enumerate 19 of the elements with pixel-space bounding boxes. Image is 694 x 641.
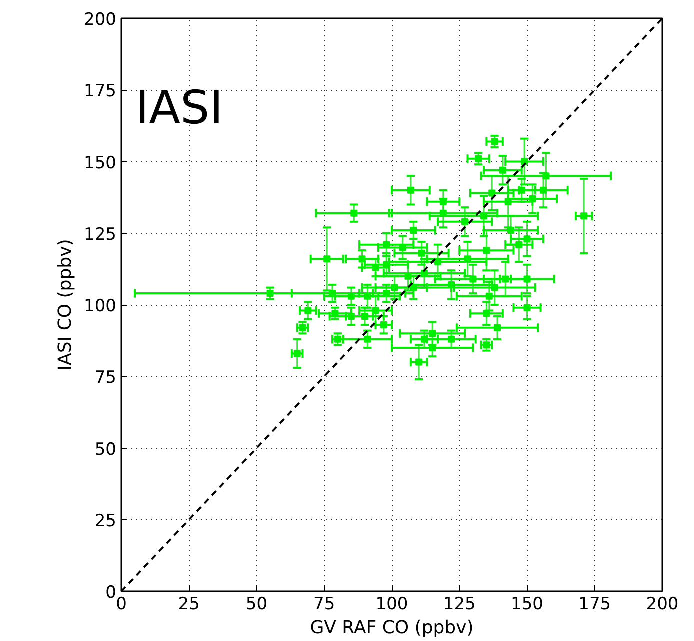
y-tick-label: 75 (94, 368, 117, 388)
y-tick-label: 200 (84, 10, 117, 30)
x-tick-label: 150 (511, 594, 544, 614)
x-tick-label: 175 (578, 594, 612, 614)
x-tick-label: 125 (443, 594, 476, 614)
annotation: IASI (136, 80, 224, 134)
x-tick-label: 25 (178, 594, 200, 614)
y-tick-label: 100 (84, 296, 117, 316)
y-tick-label: 25 (94, 511, 117, 532)
x-axis-title: GV RAF CO (ppbv) (310, 618, 474, 638)
x-tick-label: 75 (314, 594, 336, 614)
x-tick-label: 50 (246, 594, 268, 614)
y-tick-label: 125 (84, 224, 117, 245)
y-tick-label: 150 (84, 153, 117, 174)
x-tick-label: 200 (646, 594, 679, 614)
y-tick-label: 175 (84, 82, 117, 102)
y-tick-label: 50 (94, 440, 117, 460)
x-tick-label: 100 (376, 594, 408, 614)
y-axis-title: IASI CO (ppbv) (55, 239, 76, 371)
